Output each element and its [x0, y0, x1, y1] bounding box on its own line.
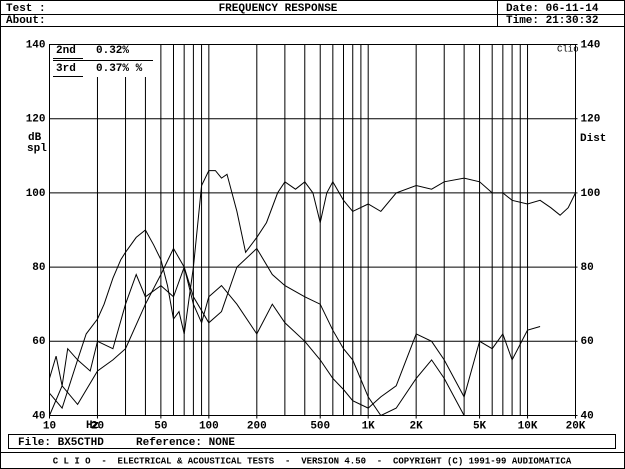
x-tick-label: 10K — [518, 420, 538, 432]
x-tick-label: 10 — [43, 420, 56, 432]
x-tick-label: 100 — [199, 420, 219, 432]
footer-box — [8, 434, 616, 449]
y-tick-label: 60 — [32, 336, 45, 348]
chart-title: FREQUENCY RESPONSE — [219, 3, 338, 15]
date-label: Date: 06-11-14 — [506, 3, 599, 15]
x-tick-label: 5K — [473, 420, 487, 432]
reference-label: Reference: NONE — [136, 437, 235, 449]
corner-label: Clio — [557, 44, 579, 54]
y2-axis-label: Dist — [580, 133, 606, 145]
test-label: Test : — [6, 3, 46, 15]
banner: C L I O - ELECTRICAL & ACOUSTICAL TESTS … — [53, 456, 572, 466]
x-unit-label: Hz — [86, 420, 99, 432]
legend-name: 2nd — [56, 45, 76, 57]
plot-frame — [49, 44, 576, 416]
legend-value: 0.37% % — [96, 63, 143, 75]
legend-value: 0.32% — [96, 45, 129, 57]
legend-name: 3rd — [56, 63, 76, 75]
x-tick-label: 50 — [154, 420, 167, 432]
x-tick-label: 2K — [410, 420, 424, 432]
y-tick-label: 40 — [32, 410, 45, 422]
x-tick-label: 1K — [362, 420, 376, 432]
time-label: Time: 21:30:32 — [506, 15, 598, 27]
y-tick-label: 120 — [26, 114, 46, 126]
x-tick-label: 20 — [91, 420, 104, 432]
y2-tick-label: 140 — [581, 39, 601, 51]
y-tick-label: 100 — [26, 188, 46, 200]
y-tick-label: 80 — [32, 262, 45, 274]
y-tick-label: 140 — [26, 39, 46, 51]
y2-tick-label: 60 — [581, 336, 594, 348]
about-label: About: — [6, 15, 46, 27]
y2-tick-label: 40 — [581, 410, 594, 422]
y2-tick-label: 120 — [581, 114, 601, 126]
series-line — [49, 247, 465, 417]
y-axis-label: spl — [27, 143, 47, 155]
series-line — [49, 170, 576, 386]
series-line — [49, 265, 541, 410]
x-tick-label: 200 — [247, 420, 267, 432]
y2-tick-label: 80 — [581, 262, 594, 274]
file-label: File: BX5CTHD — [18, 437, 104, 449]
y2-tick-label: 100 — [581, 188, 601, 200]
y-axis-label: dB — [28, 132, 42, 144]
x-tick-label: 20K — [566, 420, 586, 432]
x-tick-label: 500 — [310, 420, 330, 432]
